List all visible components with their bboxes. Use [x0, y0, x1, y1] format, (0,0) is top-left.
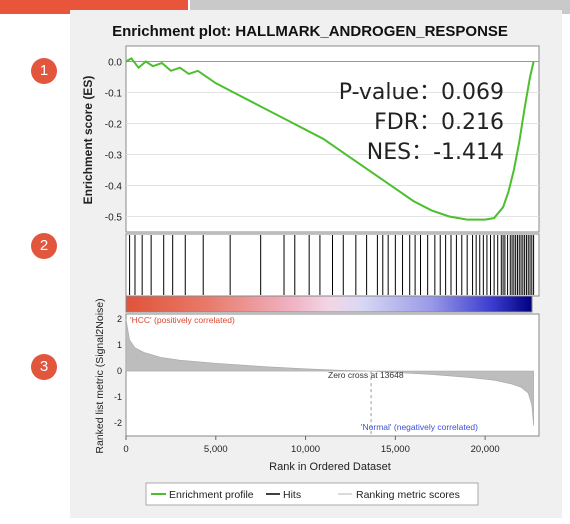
step-badge-1: 1: [31, 58, 57, 84]
rank-y-ticks: 2 1 0 -1 -2: [114, 314, 122, 428]
es-y-tick-label: -0.4: [105, 182, 123, 193]
x-tick-label: 15,000: [381, 444, 410, 455]
legend: Enrichment profile Hits Ranking metric s…: [145, 482, 479, 506]
nes-text: NES：-1.414: [366, 140, 504, 165]
x-tick-label: 5,000: [204, 444, 228, 455]
hits-barcode: [129, 235, 535, 295]
rank-y-tick-label: 1: [117, 340, 122, 350]
legend-hits-label: Hits: [283, 489, 301, 501]
x-axis-label: Rank in Ordered Dataset: [269, 461, 391, 473]
es-plot-area: [125, 45, 540, 233]
rank-y-tick-label: 2: [117, 314, 122, 324]
rank-y-tick-label: 0: [117, 366, 122, 376]
fdr-text: FDR：0.216: [374, 110, 504, 135]
rank-y-tick-label: -2: [114, 418, 122, 428]
legend-box: [145, 482, 479, 506]
step-badge-3: 3: [31, 354, 57, 380]
pvalue-text: P-value：0.069: [338, 80, 504, 105]
x-tick-label: 10,000: [291, 444, 320, 455]
legend-enrichment-label: Enrichment profile: [169, 489, 254, 501]
es-y-ticks: 0.0 -0.1 -0.2 -0.3 -0.4 -0.5: [105, 58, 123, 224]
x-tick-label: 0: [123, 444, 128, 455]
enrichment-profile-line: [125, 57, 535, 221]
x-tick-label: 20,000: [471, 444, 500, 455]
step-badge-2: 2: [31, 233, 57, 259]
es-y-tick-label: -0.1: [105, 89, 123, 100]
x-axis-ticks: 0 5,000 10,000 15,000 20,000: [123, 436, 500, 455]
zero-cross-label: Zero cross at 13648: [328, 370, 404, 380]
es-y-axis-label: Enrichment score (ES): [81, 76, 95, 205]
rank-y-axis-label: Ranked list metric (Signal2Noise): [94, 298, 106, 453]
chart-title: Enrichment plot: HALLMARK_ANDROGEN_RESPO…: [112, 23, 508, 40]
es-y-tick-label: 0.0: [108, 58, 122, 69]
rank-gradient-bar: [125, 295, 533, 313]
statistics-annotation: P-value：0.069 FDR：0.216 NES：-1.414: [339, 78, 504, 168]
es-y-tick-label: -0.5: [105, 213, 123, 224]
rank-y-tick-label: -1: [114, 392, 122, 402]
legend-metric-label: Ranking metric scores: [356, 489, 460, 501]
positive-correlation-label: 'HCC' (positively correlated): [130, 315, 235, 325]
es-y-tick-label: -0.2: [105, 120, 123, 131]
es-gridlines: [126, 61, 539, 217]
es-y-tick-label: -0.3: [105, 151, 123, 162]
negative-correlation-label: 'Normal' (negatively correlated): [361, 422, 478, 432]
